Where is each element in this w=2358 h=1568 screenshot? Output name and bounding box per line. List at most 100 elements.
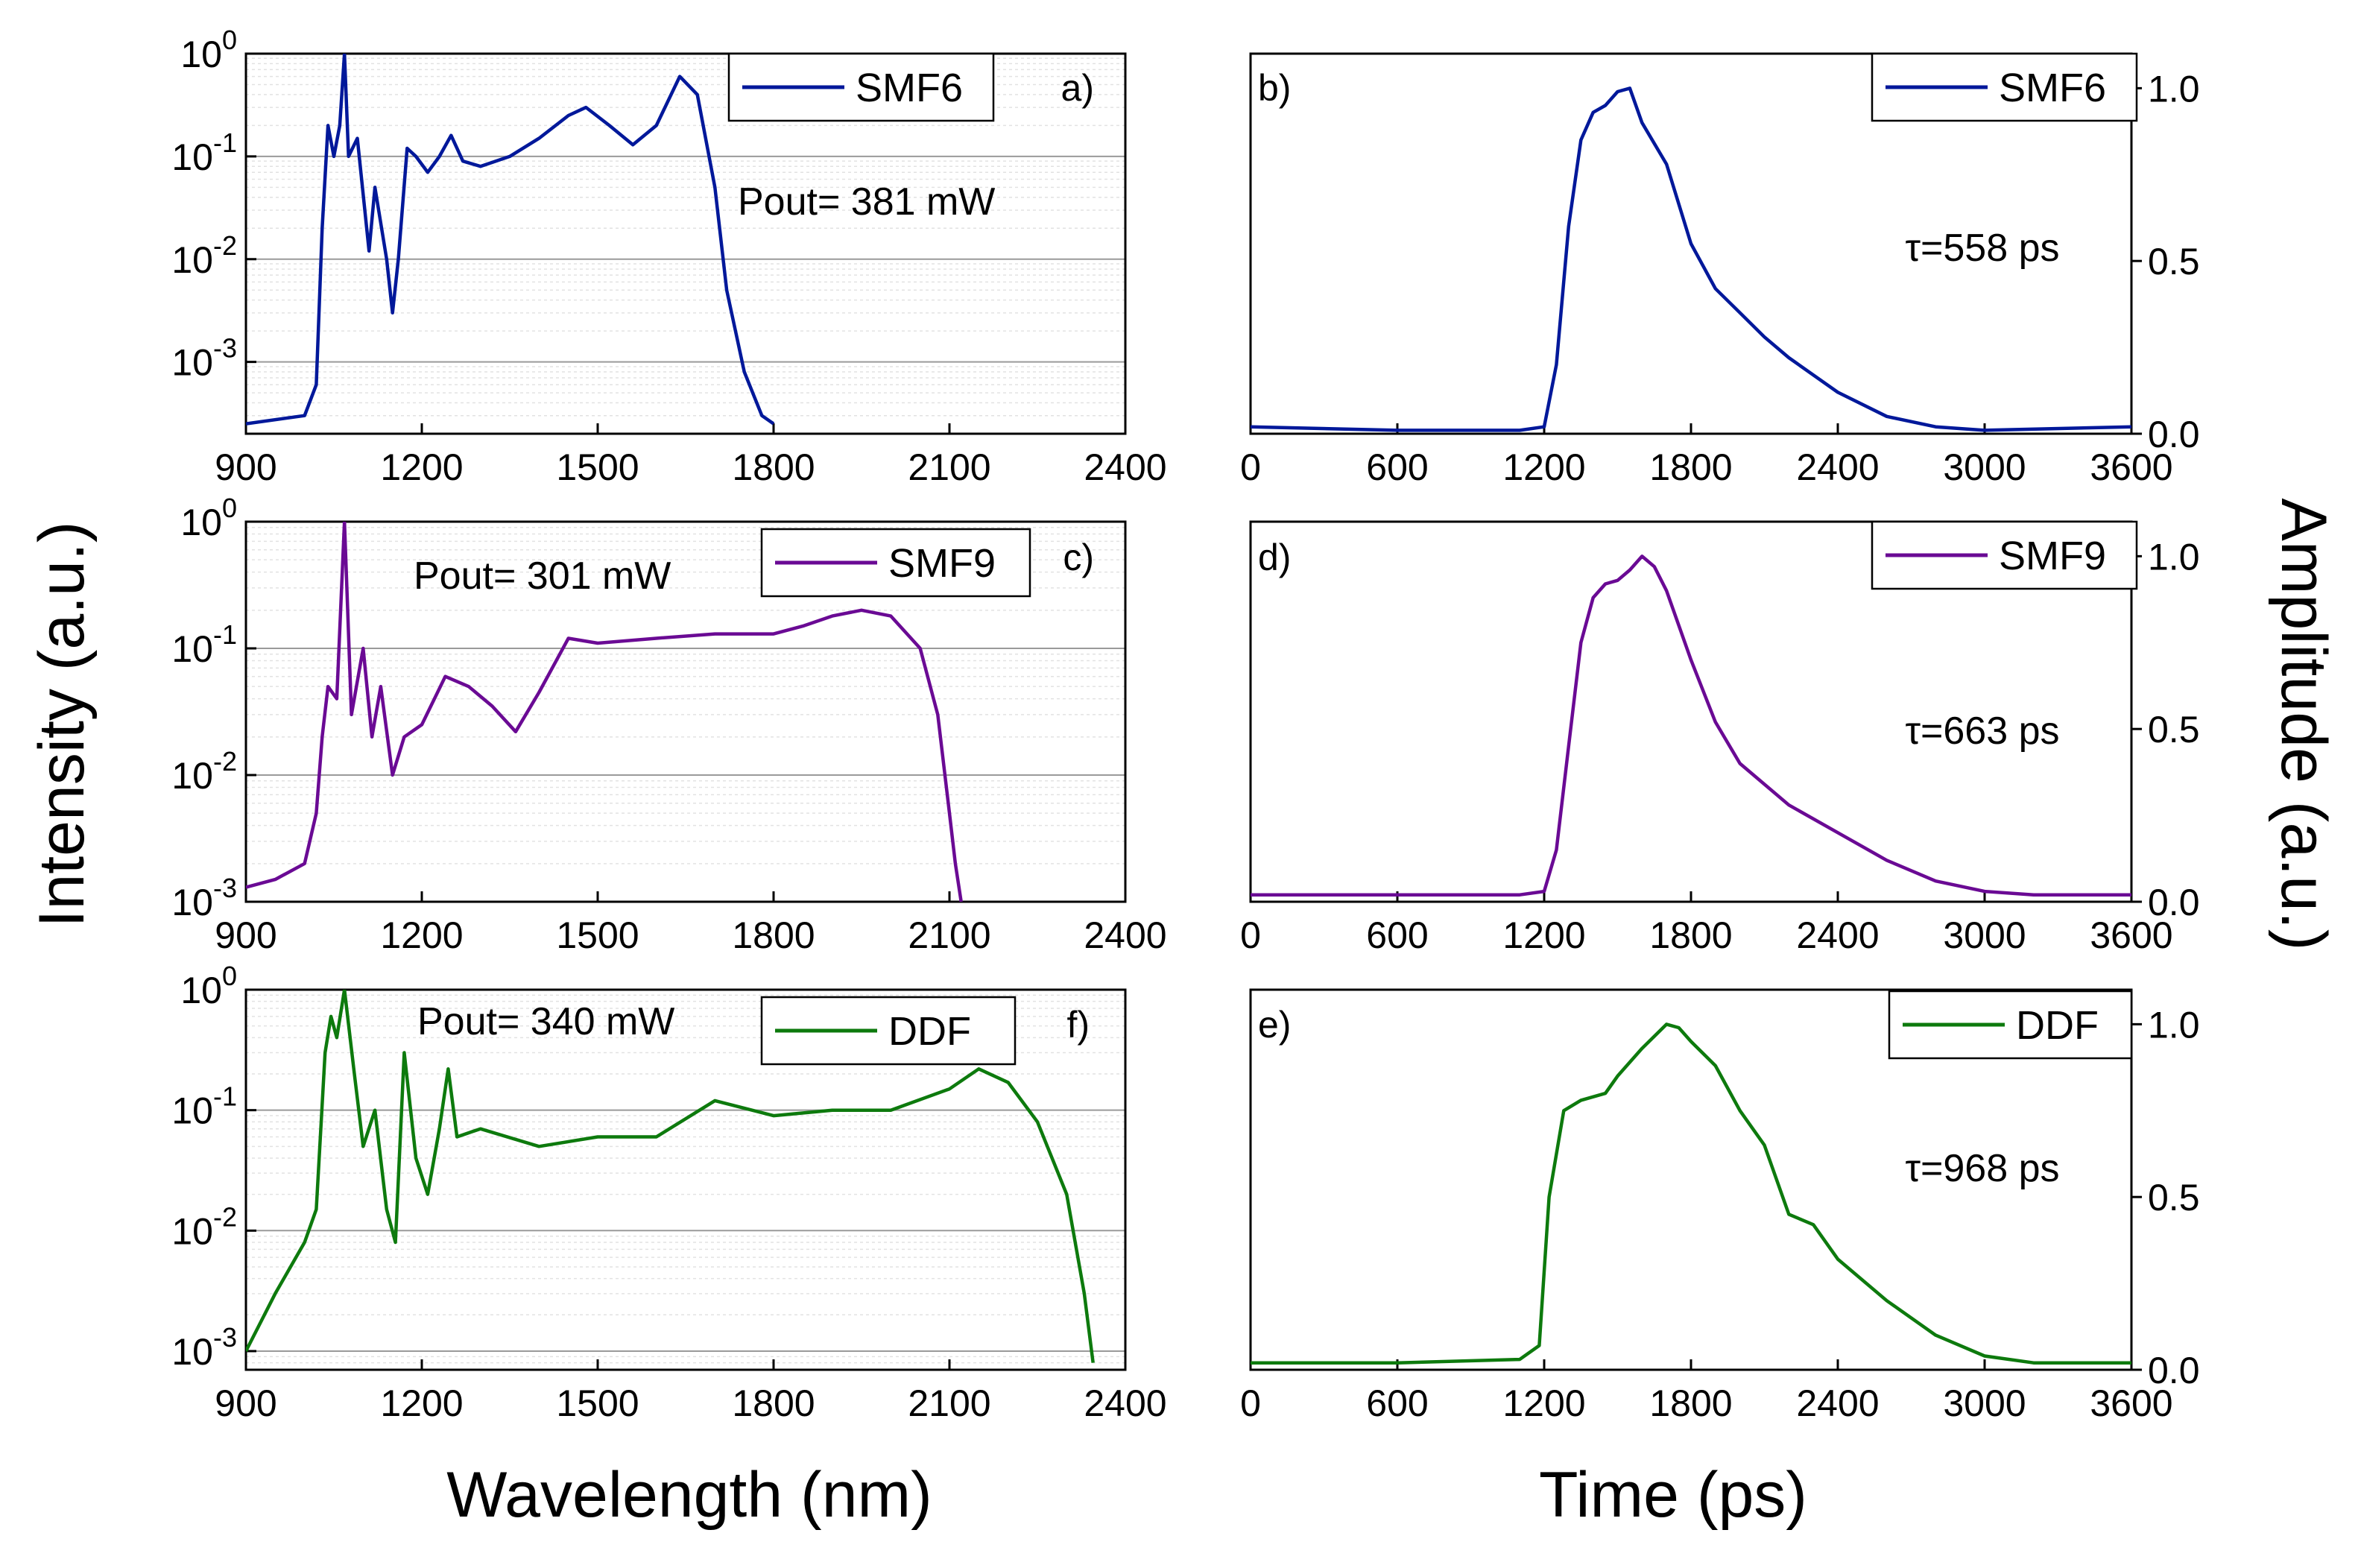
annotation-a: Pout= 381 mW [738,180,995,224]
x-tick-label: 600 [1366,914,1428,956]
panel-a: 900 1200 1500 1800 2100 2400 10-3 10-2 10-1 100 SM… [171,25,1166,488]
x-tick-label: 1800 [732,1382,815,1424]
annotation-b: τ=558 ps [1905,227,2059,270]
x-tick-label: 1500 [556,1382,639,1424]
panel-label-d: d) [1258,537,1291,578]
x-tick-label: 0 [1240,914,1261,956]
x-tick-label: 1800 [732,914,815,956]
x-tick-label: 1200 [380,446,463,488]
x-tick-label: 2400 [1796,446,1879,488]
legend-label: DDF [2016,1003,2099,1048]
x-tick-label: 3600 [2090,914,2172,956]
series-line-smf9 [1251,554,2131,897]
panel-c: 900 1200 1500 1800 2100 2400 10-3 10-2 10-1 100 SM… [171,493,1166,956]
annotation-f: Pout= 340 mW [417,1000,674,1043]
y-tick-label: 10-3 [171,1322,237,1373]
x-tick-label: 2400 [1796,914,1879,956]
y-tick-label: 0.5 [2148,241,2200,282]
annotation-e: τ=968 ps [1905,1147,2059,1190]
y-tick-label: 1.0 [2148,536,2200,578]
x-tick-label: 1200 [1502,914,1585,956]
x-tick-label: 1800 [1649,446,1732,488]
x-tick-label: 3000 [1943,446,2026,488]
y-tick-label: 10-1 [171,1081,237,1132]
x-tick-label: 900 [215,914,276,956]
legend-label: SMF6 [856,66,963,110]
y-tick-label: 10-1 [171,127,237,178]
x-tick-label: 2100 [908,446,990,488]
y-tick-label: 1.0 [2148,1004,2200,1046]
y-tick-label: 10-2 [171,746,237,797]
x-tick-label: 3000 [1943,914,2026,956]
series-line-ddf [246,990,1095,1363]
annotation-c: Pout= 301 mW [414,554,671,598]
legend-label: SMF9 [1999,534,2106,578]
y-tick-label: 0.5 [2148,1177,2200,1218]
x-tick-label: 3600 [2090,446,2172,488]
x-tick-label: 2400 [1084,1382,1166,1424]
x-tick-label: 1200 [1502,446,1585,488]
y-tick-label: 0.5 [2148,709,2200,750]
plot-frame [244,988,1127,1371]
x-tick-label: 1200 [1502,1382,1585,1424]
series-line-smf6 [1251,86,2131,432]
y-tick-label: 10-2 [171,230,237,281]
x-tick-label: 1500 [556,446,639,488]
series-line-smf6 [246,54,775,426]
panels-group: 900 1200 1500 1800 2100 2400 10-3 10-2 10-1 100 SM… [171,25,2199,1424]
x-tick-label: 2100 [908,914,990,956]
x-axis-title-right: Time (ps) [1539,1459,1807,1531]
x-tick-label: 2100 [908,1382,990,1424]
x-tick-label: 3600 [2090,1382,2172,1424]
x-tick-label: 1800 [732,446,815,488]
panel-f: 900 1200 1500 1800 2100 2400 10-3 10-2 10-1 100 DD… [171,961,1166,1424]
panel-label-f: f) [1066,1004,1090,1046]
annotation-d: τ=663 ps [1905,709,2059,753]
y-tick-label: 1.0 [2148,68,2200,110]
x-tick-label: 1800 [1649,1382,1732,1424]
panel-label-a: a) [1061,67,1094,109]
series-line-ddf [1251,1022,2131,1365]
x-tick-label: 1500 [556,914,639,956]
y-axis-title-right: Amplitude (a.u.) [2268,498,2339,950]
x-tick-label: 2400 [1084,446,1166,488]
x-tick-label: 600 [1366,1382,1428,1424]
x-axis-title-left: Wavelength (nm) [446,1459,932,1531]
y-tick-label: 10-3 [171,873,237,923]
x-tick-label: 0 [1240,446,1261,488]
y-tick-label: 0.0 [2148,1350,2200,1391]
panel-label-e: e) [1258,1004,1291,1046]
x-tick-label: 600 [1366,446,1428,488]
x-tick-label: 1200 [380,1382,463,1424]
y-tick-label: 100 [180,493,237,543]
legend-label: DDF [888,1009,971,1054]
y-tick-label: 0.0 [2148,882,2200,923]
x-tick-label: 900 [215,1382,276,1424]
x-tick-label: 1800 [1649,914,1732,956]
legend-label: SMF9 [888,541,996,586]
panel-label-c: c) [1063,537,1094,578]
series-line-smf9 [246,522,963,902]
y-axis-title-left: Intensity (a.u.) [26,522,98,928]
plot-frame [244,52,1127,435]
panel-label-b: b) [1258,67,1291,109]
x-tick-label: 2400 [1084,914,1166,956]
x-tick-label: 900 [215,446,276,488]
legend-label: SMF6 [1999,66,2106,110]
x-tick-label: 0 [1240,1382,1261,1424]
y-tick-label: 100 [180,25,237,75]
x-tick-label: 3000 [1943,1382,2026,1424]
y-tick-label: 10-2 [171,1201,237,1252]
y-tick-label: 10-3 [171,333,237,384]
x-tick-label: 2400 [1796,1382,1879,1424]
y-tick-label: 0.0 [2148,414,2200,455]
plot-frame [244,520,1127,903]
y-tick-label: 10-1 [171,619,237,670]
y-tick-label: 100 [180,961,237,1011]
x-tick-label: 1200 [380,914,463,956]
